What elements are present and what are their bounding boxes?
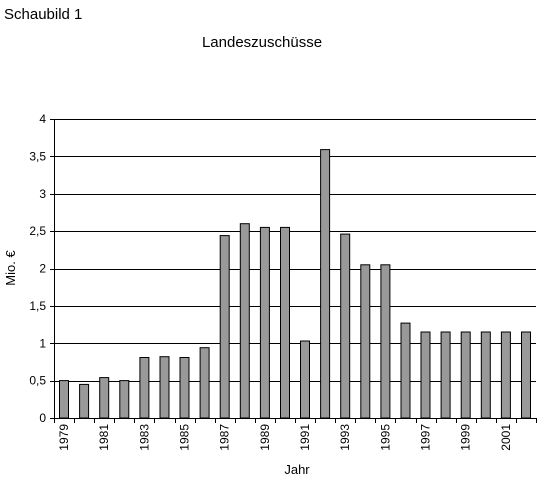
bar-1982 <box>119 380 130 419</box>
bar-1995 <box>380 264 391 419</box>
y-tick-label-8: 4 <box>39 112 46 126</box>
grid-lines <box>54 119 536 382</box>
bar-1989 <box>259 226 270 419</box>
x-axis-title: Jahr <box>284 462 310 477</box>
bar-1997 <box>420 331 431 419</box>
y-tick-label-4: 2 <box>39 262 46 276</box>
x-tick-label-1987: 1987 <box>218 424 232 451</box>
y-tick-label-3: 1,5 <box>29 299 46 313</box>
x-tick-label-1997: 1997 <box>419 424 433 451</box>
y-axis-title: Mio. € <box>3 250 18 286</box>
x-tick-label-1983: 1983 <box>137 424 151 451</box>
x-tick-label-1995: 1995 <box>378 424 392 451</box>
bar-1988 <box>239 223 250 419</box>
y-tick-label-6: 3 <box>39 187 46 201</box>
y-tick-label-0: 0 <box>39 411 46 425</box>
bar-2000 <box>480 331 491 419</box>
bar-1992 <box>320 149 331 419</box>
bar-2002 <box>521 331 531 419</box>
bar-1996 <box>400 322 411 419</box>
bar-1994 <box>360 264 371 419</box>
x-tick-label-1993: 1993 <box>338 424 352 451</box>
y-tick-labels: 0 0,5 1 1,5 2 2,5 3 3,5 4 <box>29 112 46 425</box>
bar-1980 <box>79 383 90 419</box>
x-tick-label-1989: 1989 <box>258 424 272 451</box>
bar-1990 <box>280 226 290 419</box>
bar-1987 <box>219 235 230 419</box>
y-tick-label-1: 0,5 <box>29 374 46 388</box>
x-tick-label-1981: 1981 <box>97 424 111 451</box>
y-tick-label-2: 1 <box>39 336 46 350</box>
bar-1993 <box>340 233 351 419</box>
chart-title: Landeszuschüsse <box>202 34 322 51</box>
x-tick-label-1985: 1985 <box>178 424 192 451</box>
bar-1984 <box>159 356 170 419</box>
bar-2001 <box>500 331 511 419</box>
x-tick-label-1979: 1979 <box>57 424 71 451</box>
x-tick-labels: 1979 1981 1983 1985 1987 1989 1991 1993 1995 1997… <box>57 424 513 451</box>
bar-1999 <box>460 331 471 419</box>
bar-1985 <box>179 357 190 419</box>
bar-1991 <box>300 340 310 419</box>
bar-1981 <box>99 377 110 419</box>
x-tick-label-2001: 2001 <box>499 424 513 451</box>
x-tick-label-1999: 1999 <box>459 424 473 451</box>
bar-1998 <box>440 331 451 419</box>
bar-1979 <box>59 380 69 419</box>
bars <box>59 149 531 419</box>
axes <box>50 119 537 423</box>
bar-1983 <box>139 357 150 419</box>
y-tick-label-5: 2,5 <box>29 224 46 238</box>
figure-caption: Schaubild 1 <box>4 6 83 23</box>
x-tick-label-1991: 1991 <box>298 424 312 451</box>
y-tick-label-7: 3,5 <box>29 149 46 163</box>
bar-1986 <box>199 347 210 419</box>
